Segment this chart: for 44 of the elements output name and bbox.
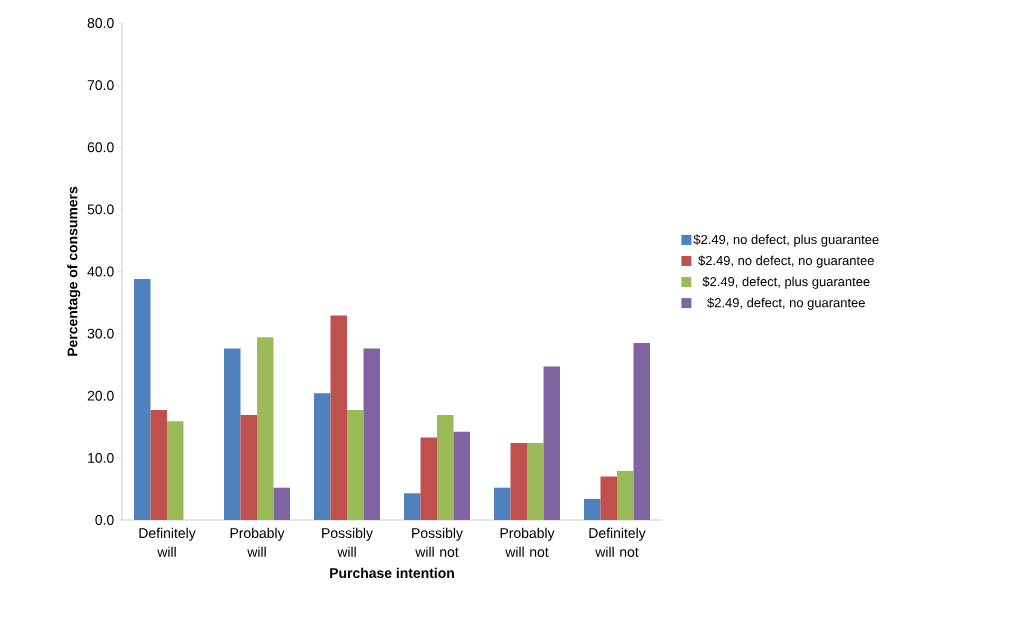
bar — [224, 348, 241, 520]
y-tick-label: 80.0 — [87, 18, 114, 28]
bar — [527, 442, 544, 520]
bar — [150, 410, 167, 520]
bar — [363, 348, 380, 520]
bar — [494, 487, 511, 520]
bar — [314, 393, 331, 520]
legend-label: $2.49, no defect, plus guarantee — [693, 234, 879, 247]
y-tick-label: 30.0 — [87, 328, 114, 339]
bar — [257, 337, 274, 520]
y-tick-label: 50.0 — [87, 204, 114, 215]
bar — [330, 315, 347, 520]
bar — [633, 342, 650, 520]
legend-label: $2.49, defect, no guarantee — [707, 297, 865, 310]
x-tick-label: Definitely will — [139, 527, 196, 557]
bar — [404, 493, 421, 520]
bar — [543, 366, 560, 520]
legend-label: $2.49, no defect, no guarantee — [698, 255, 874, 268]
y-tick-label: 40.0 — [87, 266, 114, 277]
x-tick-label: Possibly will not — [412, 527, 463, 557]
x-tick-label: Definitely will not — [589, 527, 646, 557]
x-tick-label: Probably will — [230, 527, 285, 557]
y-tick-label: 20.0 — [87, 390, 114, 401]
bar — [453, 431, 470, 520]
y-tick-label: 70.0 — [87, 80, 114, 91]
bar — [167, 421, 184, 520]
bar — [134, 278, 151, 520]
y-tick-label: 10.0 — [88, 452, 114, 463]
bar — [420, 437, 437, 520]
bar — [240, 415, 257, 520]
legend-label: $2.49, defect, plus guarantee — [702, 276, 870, 289]
bar — [347, 410, 364, 520]
bar — [273, 487, 290, 520]
x-axis-title: Purchase intention — [330, 567, 454, 579]
bar — [437, 415, 454, 520]
bar — [584, 498, 601, 520]
y-tick-label: 60.0 — [87, 142, 114, 153]
y-tick-label: 0.0 — [95, 515, 114, 525]
x-tick-label: Probably will not — [500, 527, 555, 557]
x-tick-label: Possibly will — [322, 527, 373, 557]
bar — [617, 470, 634, 520]
bar — [600, 476, 617, 520]
bar — [510, 442, 527, 520]
y-axis-title: Percentage of consumers — [67, 186, 81, 356]
